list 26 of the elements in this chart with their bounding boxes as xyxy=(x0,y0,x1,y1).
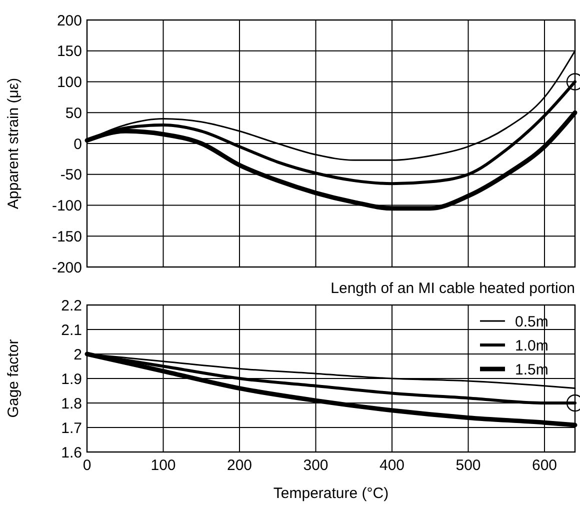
legend-title: Length of an MI cable heated portion xyxy=(330,280,575,297)
y-tick-label: 150 xyxy=(56,43,82,60)
y-tick-label: 200 xyxy=(56,12,82,30)
x-tick-label: 200 xyxy=(226,457,252,474)
y-tick-label: 1.9 xyxy=(61,370,82,388)
y-tick-label: -200 xyxy=(52,259,82,276)
x-tick-label: 500 xyxy=(456,457,481,474)
x-tick-label: 600 xyxy=(532,457,558,474)
y-tick-label: 2.2 xyxy=(61,297,82,314)
y-tick-label: 2 xyxy=(74,346,82,364)
y-axis-title: Gage factor xyxy=(5,339,22,418)
x-tick-label: 100 xyxy=(150,457,176,474)
x-axis-title: Temperature (°C) xyxy=(273,485,389,502)
x-tick-label: 300 xyxy=(303,457,328,474)
y-tick-label: 100 xyxy=(56,74,82,91)
y-tick-label: 1.7 xyxy=(61,420,82,437)
y-tick-label: 1.8 xyxy=(61,395,82,412)
y-tick-label: 50 xyxy=(65,104,82,122)
x-tick-label: 400 xyxy=(379,457,405,474)
y-tick-label: -100 xyxy=(52,198,82,214)
y-axis-title: Apparent strain (με) xyxy=(5,78,22,210)
y-tick-label: -150 xyxy=(52,228,82,246)
y-tick-label: 0 xyxy=(74,136,82,153)
y-tick-label: 2.1 xyxy=(61,322,82,339)
y-tick-label: 1.6 xyxy=(61,444,82,462)
y-tick-label: -50 xyxy=(60,166,82,184)
